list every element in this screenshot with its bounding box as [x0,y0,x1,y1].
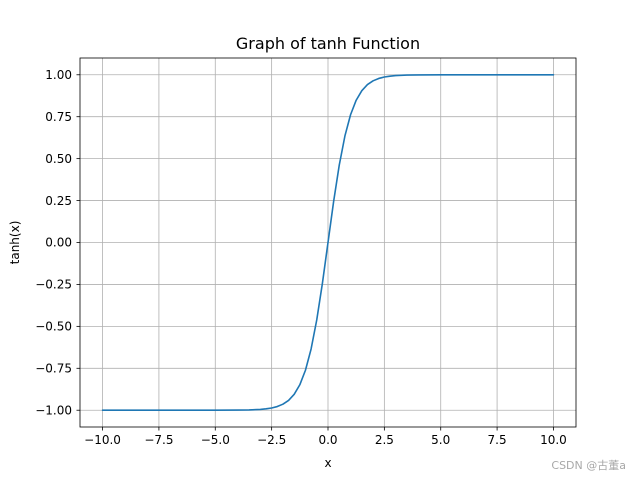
x-tick-label: 2.5 [375,433,394,447]
y-axis: −1.00 −0.75 −0.50 −0.25 0.00 0.25 0.50 0.75 1.00 [35,68,80,417]
y-tick-label: 0.25 [45,194,72,208]
x-tick-label: −10.0 [84,433,121,447]
x-tick-label: −7.5 [144,433,173,447]
x-tick-label: 5.0 [431,433,450,447]
x-tick-label: 7.5 [488,433,507,447]
y-tick-label: −0.50 [35,320,72,334]
series-layer [101,73,555,412]
y-tick-label: 0.75 [45,110,72,124]
y-tick-label: 1.00 [45,68,72,82]
x-tick-label: 10.0 [540,433,567,447]
series-line [101,73,555,412]
x-tick-label: −5.0 [201,433,230,447]
watermark: CSDN @古董a [551,459,626,472]
x-tick-label: −2.5 [257,433,286,447]
y-tick-label: −0.25 [35,278,72,292]
y-tick-label: 0.50 [45,152,72,166]
y-axis-label: tanh(x) [8,221,22,265]
y-tick-label: 0.00 [45,236,72,250]
x-axis-label: x [324,456,331,470]
y-tick-label: −1.00 [35,403,72,417]
x-tick-label: 0.0 [318,433,337,447]
x-axis: −10.0 −7.5 −5.0 −2.5 0.0 2.5 5.0 7.5 10.0 [84,427,567,447]
y-tick-label: −0.75 [35,361,72,375]
chart-title: Graph of tanh Function [236,34,420,53]
